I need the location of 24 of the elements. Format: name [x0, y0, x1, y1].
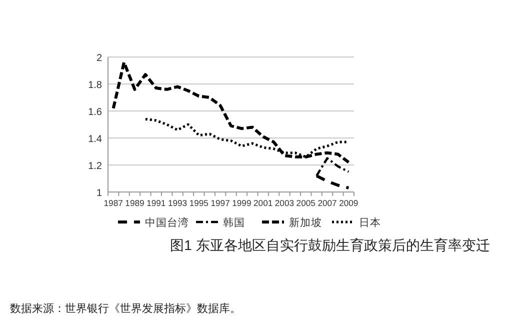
x-tick-label: 1989: [125, 198, 145, 208]
x-tick-label: 1991: [146, 198, 166, 208]
legend-label: 中国台湾: [145, 216, 189, 229]
x-tick-label: 1997: [210, 198, 230, 208]
x-tick-label: 2009: [339, 198, 358, 208]
legend-label: 日本: [359, 216, 381, 229]
x-tick-label: 1999: [232, 198, 252, 208]
x-tick-label: 1993: [168, 198, 188, 208]
y-tick-label: 1.8: [88, 80, 102, 91]
x-tick-label: 2001: [254, 198, 273, 208]
y-tick-label: 1.4: [88, 134, 102, 145]
source-note: 数据来源：世界银行《世界发展指标》数据库。: [10, 302, 241, 315]
x-tick-label: 1995: [189, 198, 209, 208]
x-tick-label: 2005: [296, 198, 316, 208]
text: 图1 东亚各地区自实行鼓励生育政策后的生育率变迁: [170, 237, 490, 253]
y-tick-label: 2: [96, 53, 102, 64]
y-tick-label: 1.2: [88, 161, 102, 172]
x-tick-label: 2003: [274, 198, 294, 208]
y-tick-label: 1.6: [88, 107, 102, 118]
x-tick-label: 2007: [318, 198, 338, 208]
y-tick-label: 1: [96, 188, 102, 199]
legend-label: 新加坡: [289, 216, 322, 229]
x-tick-label: 1987: [104, 198, 124, 208]
legend-label: 韩国: [223, 216, 245, 229]
